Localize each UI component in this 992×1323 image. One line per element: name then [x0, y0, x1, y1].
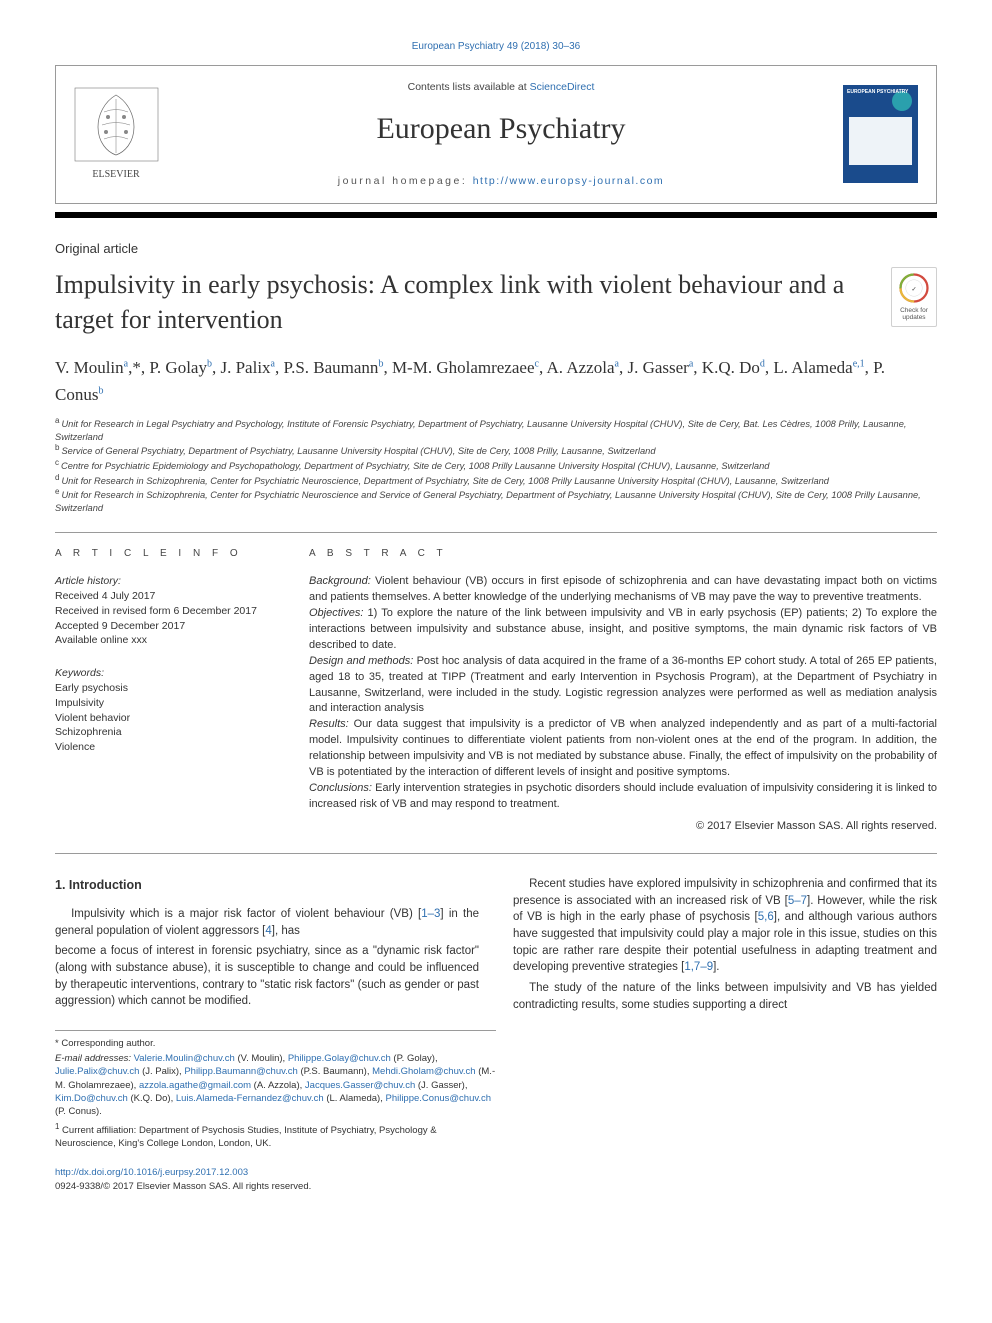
email-link[interactable]: Philippe.Golay@chuv.ch	[288, 1053, 391, 1064]
bottom-metadata: http://dx.doi.org/10.1016/j.eurpsy.2017.…	[55, 1166, 937, 1194]
crossmark-icon: ✓	[899, 273, 929, 303]
email-link[interactable]: Luis.Alameda-Fernandez@chuv.ch	[176, 1093, 324, 1104]
email-link[interactable]: Philippe.Conus@chuv.ch	[385, 1093, 491, 1104]
history-label: Article history:	[55, 574, 275, 589]
affiliations-block: aUnit for Research in Legal Psychiatry a…	[55, 416, 937, 514]
email-link[interactable]: Jacques.Gasser@chuv.ch	[305, 1080, 415, 1091]
affil-ref-link[interactable]: c	[535, 359, 539, 370]
intro-heading: 1. Introduction	[55, 876, 479, 894]
email-link[interactable]: azzola.agathe@gmail.com	[139, 1080, 251, 1091]
abstract-body: Background: Violent behaviour (VB) occur…	[309, 574, 937, 813]
journal-homepage-line: journal homepage: http://www.europsy-jou…	[179, 174, 823, 189]
section-rule	[55, 532, 937, 533]
current-affiliation-note: 1 Current affiliation: Department of Psy…	[55, 1121, 496, 1151]
ref-link[interactable]: 5,6	[758, 911, 774, 923]
journal-header-box: ELSEVIER Contents lists available at Sci…	[55, 65, 937, 205]
abstract-copyright: © 2017 Elsevier Masson SAS. All rights r…	[309, 819, 937, 835]
elsevier-logo-text: ELSEVIER	[92, 169, 140, 180]
ref-link[interactable]: 1,7–9	[684, 961, 713, 973]
journal-title: European Psychiatry	[179, 107, 823, 151]
keywords-list: Early psychosisImpulsivityViolent behavi…	[55, 681, 275, 754]
history-lines: Received 4 July 2017Received in revised …	[55, 589, 275, 648]
crossmark-text: Check for updates	[896, 307, 932, 321]
svg-text:✓: ✓	[911, 287, 916, 293]
email-link[interactable]: Kim.Do@chuv.ch	[55, 1093, 128, 1104]
affil-ref-link[interactable]: b	[98, 385, 103, 396]
author-list: V. Moulina,*, P. Golayb, J. Palixa, P.S.…	[55, 355, 937, 408]
article-body: 1. Introduction Impulsivity which is a m…	[55, 876, 937, 1016]
crossmark-badge[interactable]: ✓ Check for updates	[891, 267, 937, 327]
section-rule-2	[55, 853, 937, 854]
contents-available-line: Contents lists available at ScienceDirec…	[179, 80, 823, 95]
affil-ref-link[interactable]: b	[207, 359, 212, 370]
ref-link[interactable]: 1–3	[421, 908, 440, 920]
email-addresses: E-mail addresses: Valerie.Moulin@chuv.ch…	[55, 1052, 496, 1118]
affil-ref-link[interactable]: a	[615, 359, 619, 370]
article-title: Impulsivity in early psychosis: A comple…	[55, 267, 871, 337]
affil-ref-link[interactable]: d	[760, 359, 765, 370]
article-info-heading: A R T I C L E I N F O	[55, 547, 275, 562]
affil-ref-link[interactable]: a	[271, 359, 275, 370]
citation-link[interactable]: European Psychiatry 49 (2018) 30–36	[412, 41, 580, 52]
issn-copyright-line: 0924-9338/© 2017 Elsevier Masson SAS. Al…	[55, 1180, 937, 1194]
email-link[interactable]: Valerie.Moulin@chuv.ch	[134, 1053, 235, 1064]
ref-link[interactable]: 5–7	[788, 895, 807, 907]
elsevier-logo-icon: ELSEVIER	[74, 87, 159, 182]
article-type-label: Original article	[55, 240, 937, 259]
header-divider-bar	[55, 212, 937, 218]
corresponding-author-note: * Corresponding author.	[55, 1037, 496, 1050]
footnote-block: * Corresponding author. E-mail addresses…	[55, 1030, 496, 1151]
keywords-label: Keywords:	[55, 666, 275, 681]
abstract-heading: A B S T R A C T	[309, 547, 937, 562]
email-link[interactable]: Mehdi.Gholam@chuv.ch	[372, 1066, 475, 1077]
email-link[interactable]: Philipp.Baumann@chuv.ch	[184, 1066, 298, 1077]
sciencedirect-link[interactable]: ScienceDirect	[530, 81, 595, 93]
affil-ref-link[interactable]: a	[689, 359, 693, 370]
doi-link[interactable]: http://dx.doi.org/10.1016/j.eurpsy.2017.…	[55, 1167, 248, 1178]
journal-homepage-link[interactable]: http://www.europsy-journal.com	[473, 175, 664, 187]
citation-header: European Psychiatry 49 (2018) 30–36	[55, 40, 937, 55]
email-link[interactable]: Julie.Palix@chuv.ch	[55, 1066, 139, 1077]
affil-ref-link[interactable]: b	[378, 359, 383, 370]
journal-cover-thumbnail: EUROPEAN PSYCHIATRY	[843, 85, 918, 183]
affil-ref-link[interactable]: e,1	[853, 359, 865, 370]
